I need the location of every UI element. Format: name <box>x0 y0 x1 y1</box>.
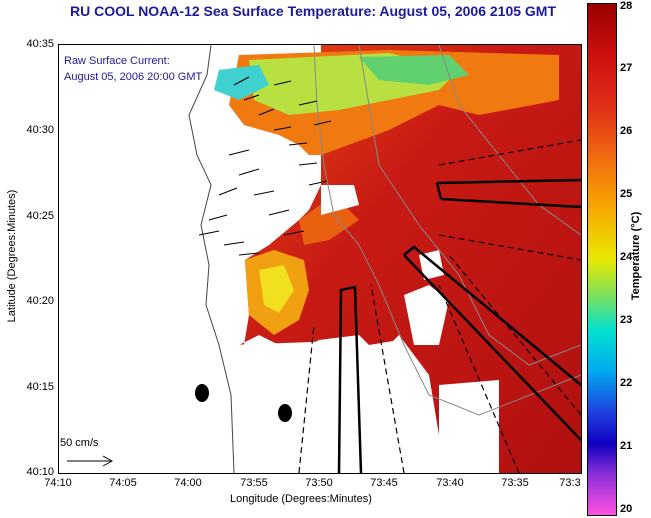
ytick-label: 40:35 <box>26 38 54 50</box>
xtick-label: 73:55 <box>240 477 268 489</box>
land-south <box>229 341 369 473</box>
ytick-label: 40:15 <box>26 381 54 393</box>
colorbar-tick: 22 <box>620 377 633 389</box>
legend-line-2: August 05, 2006 20:00 GMT <box>64 71 203 83</box>
xtick-label: 73:35 <box>501 477 529 489</box>
current-vectors <box>198 76 332 256</box>
boundary-lines <box>337 178 581 473</box>
land-gap <box>321 185 359 215</box>
scale-arrow-head <box>102 455 114 467</box>
north-green2 <box>359 55 469 85</box>
land-west <box>59 45 234 473</box>
scale-label: 50 cm/s <box>60 437 99 449</box>
bathy-contour-1 <box>313 45 581 416</box>
xtick-label: 74:05 <box>109 477 137 489</box>
north-cyan <box>214 65 269 100</box>
xtick-label: 73:50 <box>305 477 333 489</box>
colorbar <box>587 3 617 516</box>
colorbar-label: Temperature (°C) <box>630 211 642 301</box>
xtick-label: 73:45 <box>370 477 398 489</box>
buoy-marker-1 <box>195 384 209 402</box>
buoy-marker-2 <box>278 404 292 422</box>
transect-lines <box>298 139 581 473</box>
xtick-label: 74:00 <box>174 477 202 489</box>
xtick-label: 73:40 <box>436 477 464 489</box>
ytick-label: 40:20 <box>26 295 54 307</box>
coastline <box>188 45 235 473</box>
ytick-label: 40:10 <box>26 466 54 478</box>
xtick-label: 73:3 <box>559 477 581 489</box>
x-axis-label: Longitude (Degrees:Minutes) <box>230 493 372 505</box>
land-south2 <box>369 340 419 473</box>
yellow-patch <box>259 265 294 313</box>
colorbar-tick: 21 <box>620 440 633 452</box>
land-south3 <box>439 380 499 473</box>
map-panel[interactable] <box>58 44 582 474</box>
legend-line-1: Raw Surface Current: <box>64 55 170 67</box>
xtick-label: 74:10 <box>44 477 72 489</box>
colorbar-tick: 24 <box>620 251 633 263</box>
sst-map <box>59 45 581 473</box>
colorbar-tick: 20 <box>620 503 633 515</box>
map-title: RU COOL NOAA-12 Sea Surface Temperature:… <box>70 3 557 19</box>
colorbar-tick: 28 <box>620 0 633 12</box>
bathy-contour-2 <box>358 45 581 366</box>
colorbar-tick: 26 <box>620 125 633 137</box>
ytick-label: 40:30 <box>26 124 54 136</box>
ytick-label: 40:25 <box>26 210 54 222</box>
colorbar-tick: 25 <box>620 188 633 200</box>
land-patch-east <box>404 285 449 345</box>
colorbar-tick: 23 <box>620 314 633 326</box>
colorbar-tick: 27 <box>620 62 633 74</box>
y-axis-label: Latitude (Degrees:Minutes) <box>6 189 18 323</box>
